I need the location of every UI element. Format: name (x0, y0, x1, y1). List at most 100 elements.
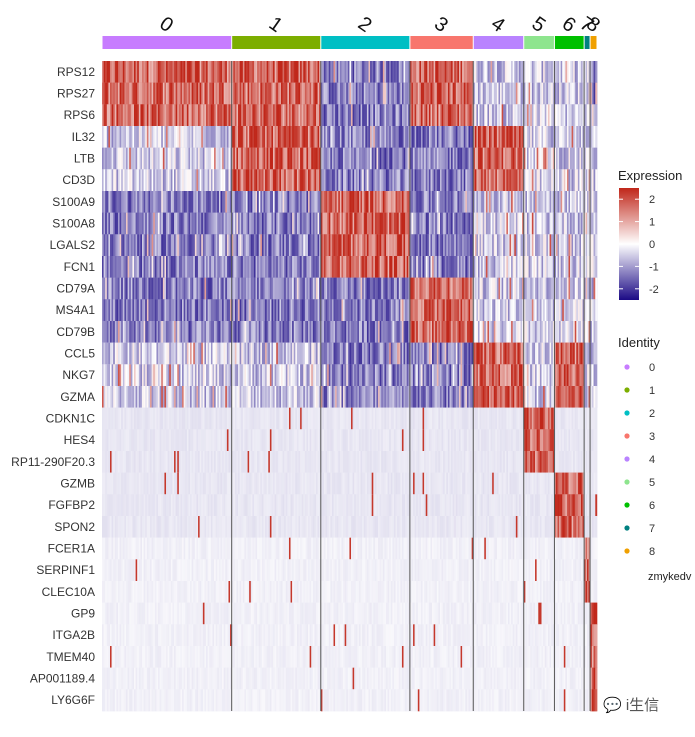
heatmap-cell (236, 234, 239, 257)
heatmap-cell (119, 147, 122, 170)
heatmap-cell (304, 61, 307, 83)
heatmap-cell (490, 342, 493, 365)
heatmap-cell (439, 147, 442, 170)
heatmap-cell (312, 256, 315, 278)
heatmap-cell (398, 234, 401, 257)
heatmap-cell (207, 82, 210, 105)
heatmap-cell (422, 82, 425, 105)
heatmap-cell (269, 386, 272, 408)
heatmap-cell (249, 126, 251, 148)
heatmap-cell (352, 321, 355, 343)
heatmap-cell (487, 212, 490, 235)
heatmap-cell (565, 104, 568, 127)
heatmap-cell (568, 212, 571, 235)
heatmap-cell (153, 386, 156, 408)
heatmap-cell (436, 299, 439, 322)
heatmap-cell (312, 212, 315, 235)
heatmap-cell (533, 277, 536, 300)
heatmap-cell (215, 277, 218, 300)
heatmap-cell (441, 321, 444, 343)
heatmap-cell (379, 191, 382, 213)
heatmap-cell (228, 147, 231, 170)
heatmap-cell (265, 126, 267, 148)
heatmap-cell (552, 256, 555, 278)
heatmap-cell (327, 277, 329, 300)
heatmap-cell (420, 256, 423, 278)
heatmap-cell (474, 234, 477, 257)
heatmap-cell (154, 104, 157, 127)
heatmap-cell (565, 61, 568, 83)
heatmap-cell (515, 342, 518, 365)
heatmap-cell (214, 342, 216, 365)
heatmap-cell (458, 321, 461, 343)
heatmap-cell (405, 321, 407, 343)
heatmap-cell (557, 147, 560, 170)
heatmap-cell (539, 277, 542, 300)
heatmap-cell (417, 277, 420, 300)
heatmap-cell (201, 82, 204, 105)
heatmap-cell (390, 299, 393, 322)
heatmap-cell (183, 61, 186, 83)
heatmap-cell (271, 386, 274, 408)
heatmap-cell (233, 82, 236, 105)
heatmap-cell (185, 364, 188, 387)
heatmap-cell (199, 342, 202, 365)
heatmap-cell (339, 169, 342, 192)
heatmap-cell (158, 234, 160, 257)
heatmap-cell (316, 364, 318, 387)
heatmap-cell (354, 386, 356, 408)
heatmap-cell (194, 147, 197, 170)
heatmap-cell (436, 147, 439, 170)
heatmap-cell (148, 61, 151, 83)
heatmap-cell (471, 342, 474, 365)
heatmap-cell (111, 234, 114, 257)
heatmap-cell (169, 299, 172, 322)
heatmap-cell (408, 364, 411, 387)
heatmap-cell (186, 364, 189, 387)
heatmap-cell (571, 212, 574, 235)
heatmap-cell (438, 104, 441, 127)
heatmap-cell (539, 299, 542, 322)
heatmap-cell (587, 299, 589, 322)
heatmap-cell (218, 256, 221, 278)
heatmap-cell (323, 147, 326, 170)
heatmap-cell (371, 234, 374, 257)
heatmap-cell (158, 212, 160, 235)
heatmap-cell (154, 386, 157, 408)
heatmap-cell (416, 147, 419, 170)
heatmap-cell (244, 61, 247, 83)
heatmap-cell (568, 342, 571, 365)
heatmap-cell (199, 299, 202, 322)
heatmap-cell (386, 126, 388, 148)
heatmap-cell (300, 61, 302, 83)
heatmap-cell (185, 234, 188, 257)
heatmap-cell (178, 299, 181, 322)
heatmap-cell (465, 299, 468, 322)
heatmap-cell (132, 61, 135, 83)
heatmap-cell (146, 299, 149, 322)
heatmap-cell (485, 364, 488, 387)
heatmap-cell (573, 82, 575, 105)
heatmap-cell (438, 212, 441, 235)
heatmap-cell (327, 147, 329, 170)
heatmap-cell (303, 277, 306, 300)
heatmap-cell (145, 147, 148, 170)
heatmap-cell (354, 126, 356, 148)
heatmap-cell (158, 147, 160, 170)
heatmap-cell (544, 342, 547, 365)
heatmap-cell (226, 386, 229, 408)
heatmap-cell (282, 299, 285, 322)
heatmap-cell (265, 277, 267, 300)
heatmap-cell (519, 234, 521, 257)
heatmap-cell (335, 364, 337, 387)
heatmap-cell (287, 212, 290, 235)
heatmap-cell (566, 234, 569, 257)
heatmap-cell (276, 212, 279, 235)
heatmap-cell (111, 61, 114, 83)
heatmap-cell (493, 61, 496, 83)
heatmap-cell (390, 82, 393, 105)
heatmap-cell (191, 234, 194, 257)
heatmap-cell (266, 342, 269, 365)
heatmap-cell (309, 234, 312, 257)
heatmap-cell (573, 126, 575, 148)
